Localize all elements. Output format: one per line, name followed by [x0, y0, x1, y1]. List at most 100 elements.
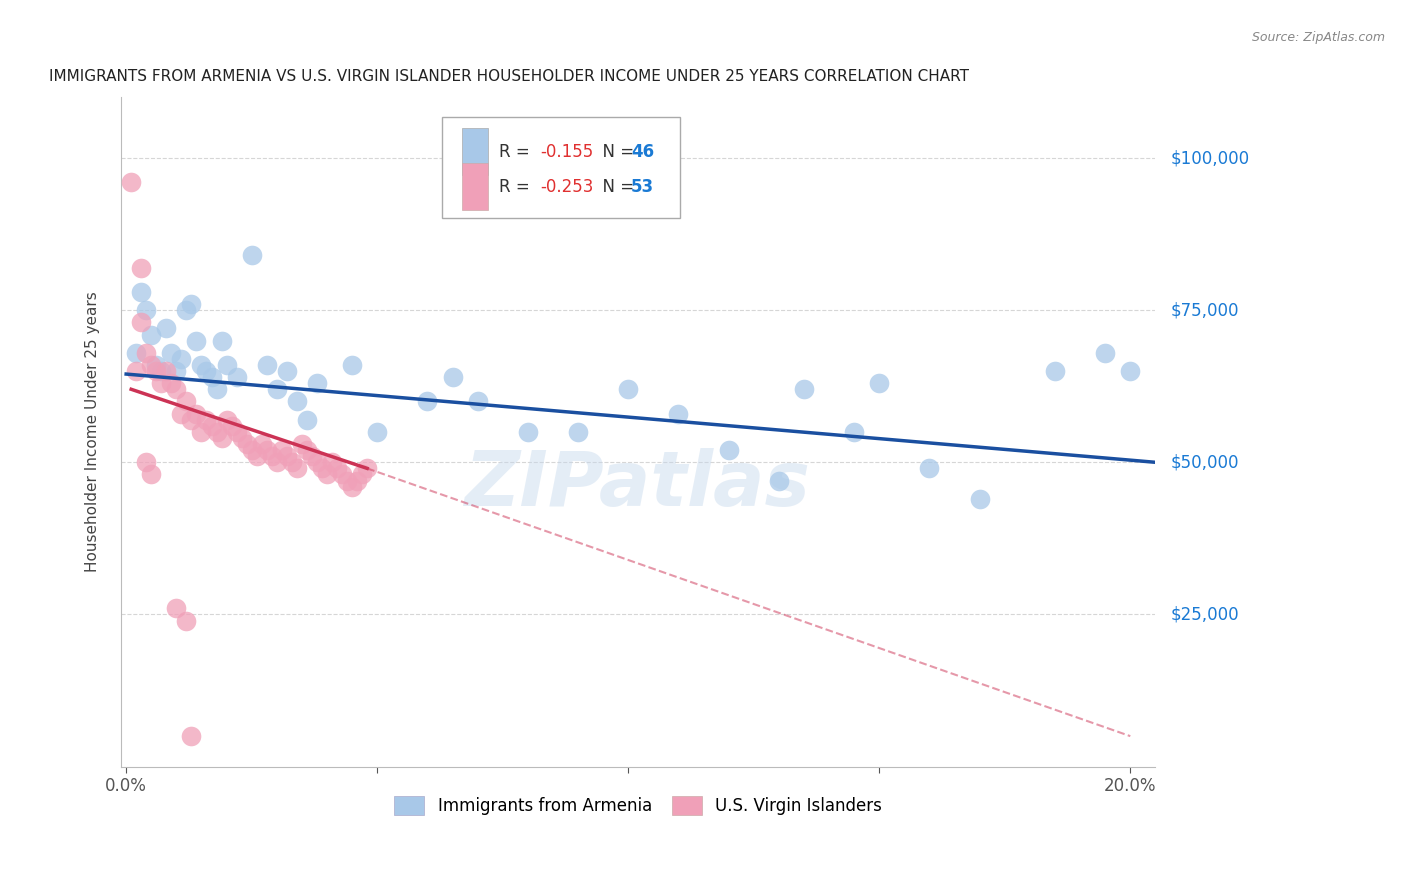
Point [186, 407, 208, 421]
Text: Source: ZipAtlas.com: Source: ZipAtlas.com [1251, 31, 1385, 45]
Point [190, 358, 212, 372]
Point [141, 327, 163, 342]
Point [125, 364, 148, 378]
Point [305, 455, 328, 469]
Point [211, 334, 233, 348]
Point [120, 175, 142, 189]
Point [276, 364, 298, 378]
Point [155, 321, 177, 335]
Point [340, 358, 363, 372]
Point [441, 370, 464, 384]
Point [844, 425, 866, 439]
Point [195, 364, 218, 378]
Point [170, 351, 193, 366]
Point [225, 370, 247, 384]
Point [141, 467, 163, 482]
Point [150, 376, 173, 391]
Point [266, 455, 288, 469]
Point [160, 345, 183, 359]
Text: $25,000: $25,000 [1170, 606, 1239, 624]
Point [135, 345, 157, 359]
Point [129, 260, 152, 275]
Point [170, 407, 193, 421]
Point [336, 474, 359, 488]
Point [135, 303, 157, 318]
FancyBboxPatch shape [441, 117, 679, 218]
Text: R =: R = [499, 178, 534, 195]
Point [250, 437, 273, 451]
Point [215, 358, 238, 372]
Point [768, 474, 790, 488]
Text: 46: 46 [631, 143, 654, 161]
Point [256, 443, 278, 458]
Point [150, 364, 173, 378]
Point [305, 376, 328, 391]
FancyBboxPatch shape [463, 163, 488, 210]
Text: 53: 53 [631, 178, 654, 195]
Point [301, 449, 323, 463]
Point [200, 370, 222, 384]
Point [281, 455, 304, 469]
Point [145, 364, 167, 378]
Point [205, 425, 228, 439]
Point [215, 413, 238, 427]
Text: ZIPatlas: ZIPatlas [465, 449, 811, 523]
Point [165, 601, 187, 615]
Point [1119, 364, 1142, 378]
Point [240, 248, 263, 262]
Point [180, 729, 202, 743]
Point [346, 474, 368, 488]
Text: N =: N = [592, 143, 640, 161]
Point [416, 394, 439, 409]
Point [180, 297, 202, 311]
Point [186, 334, 208, 348]
Point [1043, 364, 1066, 378]
Point [165, 364, 187, 378]
Point [356, 461, 378, 475]
Point [868, 376, 890, 391]
Text: R =: R = [499, 143, 534, 161]
Point [311, 461, 333, 475]
Point [330, 467, 353, 482]
Point [190, 425, 212, 439]
Point [260, 449, 283, 463]
Point [266, 382, 288, 396]
Point [129, 315, 152, 329]
Point [793, 382, 815, 396]
Point [316, 467, 339, 482]
Point [160, 376, 183, 391]
Point [668, 407, 690, 421]
Point [285, 394, 308, 409]
Point [195, 413, 218, 427]
Point [165, 382, 187, 396]
Point [1094, 345, 1116, 359]
Point [129, 285, 152, 299]
Point [467, 394, 489, 409]
Point [145, 358, 167, 372]
Point [366, 425, 388, 439]
FancyBboxPatch shape [463, 128, 488, 175]
Text: -0.253: -0.253 [540, 178, 593, 195]
Text: $50,000: $50,000 [1170, 453, 1239, 471]
Point [295, 413, 318, 427]
Point [717, 443, 740, 458]
Text: $100,000: $100,000 [1170, 149, 1250, 167]
Text: $75,000: $75,000 [1170, 301, 1239, 319]
Point [221, 418, 243, 433]
Point [295, 443, 318, 458]
Y-axis label: Householder Income Under 25 years: Householder Income Under 25 years [86, 292, 100, 573]
Point [235, 437, 257, 451]
Point [617, 382, 640, 396]
Point [141, 358, 163, 372]
Point [256, 358, 278, 372]
Point [291, 437, 314, 451]
Point [176, 614, 198, 628]
Point [200, 418, 222, 433]
Point [240, 443, 263, 458]
Point [176, 303, 198, 318]
Point [340, 480, 363, 494]
Point [231, 431, 253, 445]
Point [969, 491, 991, 506]
Point [270, 443, 292, 458]
Text: -0.155: -0.155 [540, 143, 593, 161]
